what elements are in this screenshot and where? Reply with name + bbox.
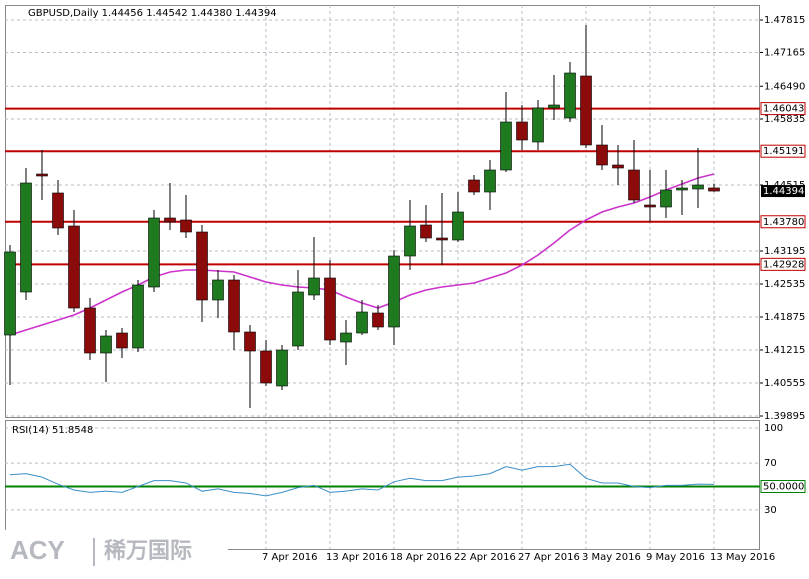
y-tick-label: 1.41875: [764, 312, 805, 323]
x-tick-label: 13 Apr 2016: [326, 552, 388, 563]
rsi-label: RSI(14) 51.8548: [12, 425, 93, 436]
candle-body: [4, 251, 16, 336]
y-tick-label: 1.41215: [764, 345, 805, 356]
x-tick-label: 3 May 2016: [582, 552, 641, 563]
chart-title: GBPUSD,Daily 1.44456 1.44542 1.44380 1.4…: [28, 8, 277, 19]
candle-body: [580, 75, 592, 146]
y-tick-label: 1.42535: [764, 279, 805, 290]
candle-body: [628, 169, 640, 201]
y-tick-label: 1.47165: [764, 48, 805, 59]
y-tick-label: 1.40555: [764, 378, 805, 389]
current-price-box: [761, 185, 805, 198]
candle-body: [692, 184, 704, 190]
candle-body: [468, 179, 480, 193]
candle-body: [36, 173, 48, 177]
candle-body: [260, 350, 272, 384]
candle-body: [52, 192, 64, 229]
candle-body: [84, 307, 96, 354]
candle-body: [292, 291, 304, 347]
x-tick-label: 18 Apr 2016: [390, 552, 452, 563]
level-label-box: [760, 257, 806, 271]
y-tick-label: 100: [764, 423, 783, 434]
watermark-name: 稀万国际: [104, 538, 192, 564]
candle-body: [212, 279, 224, 301]
candle-body: [164, 217, 176, 223]
y-tick-label: 1.46490: [764, 81, 805, 92]
candle-body: [244, 331, 256, 352]
candle-body: [180, 219, 192, 233]
level-label: 1.42928: [763, 259, 804, 270]
x-tick-label: 13 May 2016: [710, 552, 775, 563]
candle-body: [420, 224, 432, 239]
candle-body: [228, 279, 240, 333]
rsi-level-box: [760, 480, 806, 493]
y-tick-label: 1.43195: [764, 246, 805, 257]
candle-body: [340, 332, 352, 343]
y-tick-label: 1.47815: [764, 15, 805, 26]
candle-body: [452, 211, 464, 241]
candle-body: [532, 107, 544, 143]
candle-body: [436, 237, 448, 241]
candle-body: [132, 284, 144, 349]
watermark-box: [0, 530, 228, 575]
candle-body: [20, 182, 32, 293]
candle-body: [484, 169, 496, 193]
candle-body: [404, 225, 416, 257]
candle-body: [516, 121, 528, 141]
x-tick-label: 7 Apr 2016: [262, 552, 317, 563]
level-label: 1.46043: [763, 104, 804, 115]
watermark: ACY 稀万国际: [0, 530, 228, 575]
candle-body: [660, 189, 672, 208]
level-label-box: [760, 102, 806, 116]
rsi-level-label: 50.0000: [763, 482, 804, 493]
plot-layer: 1.478151.471651.464901.458351.445151.431…: [4, 5, 806, 563]
candle-body: [100, 335, 112, 354]
candle-body: [196, 231, 208, 301]
rsi-line: [9, 463, 715, 497]
candle-body: [148, 217, 160, 288]
candle-body: [324, 277, 336, 341]
candle-body: [68, 225, 80, 309]
current-price-label: 1.44394: [763, 186, 804, 197]
watermark-brand: ACY: [10, 535, 65, 565]
candle-body: [596, 144, 608, 166]
candle-body: [356, 311, 368, 334]
level-label-box: [760, 144, 806, 158]
y-tick-label: 70: [764, 458, 777, 469]
x-tick-label: 9 May 2016: [646, 552, 705, 563]
level-label-box: [760, 215, 806, 229]
candle-body: [548, 104, 560, 109]
candle-body: [612, 164, 624, 169]
candle-body: [564, 72, 576, 119]
price-panel: [5, 5, 760, 418]
x-tick-label: 22 Apr 2016: [454, 552, 516, 563]
y-tick-label: 30: [764, 505, 777, 516]
candle-body: [388, 255, 400, 328]
candle-body: [308, 277, 320, 296]
candle-body: [276, 349, 288, 387]
candle-body: [372, 312, 384, 328]
x-tick-label: 27 Apr 2016: [518, 552, 580, 563]
candle-body: [708, 187, 720, 192]
rsi-panel: [5, 420, 760, 550]
candle-body: [644, 204, 656, 208]
candle-body: [116, 332, 128, 349]
y-tick-label: 1.45835: [764, 114, 805, 125]
level-label: 1.43780: [763, 217, 804, 228]
candle-body: [676, 187, 688, 191]
y-tick-label: 1.39895: [764, 411, 805, 422]
level-label: 1.45191: [763, 146, 804, 157]
candle-body: [500, 121, 512, 171]
